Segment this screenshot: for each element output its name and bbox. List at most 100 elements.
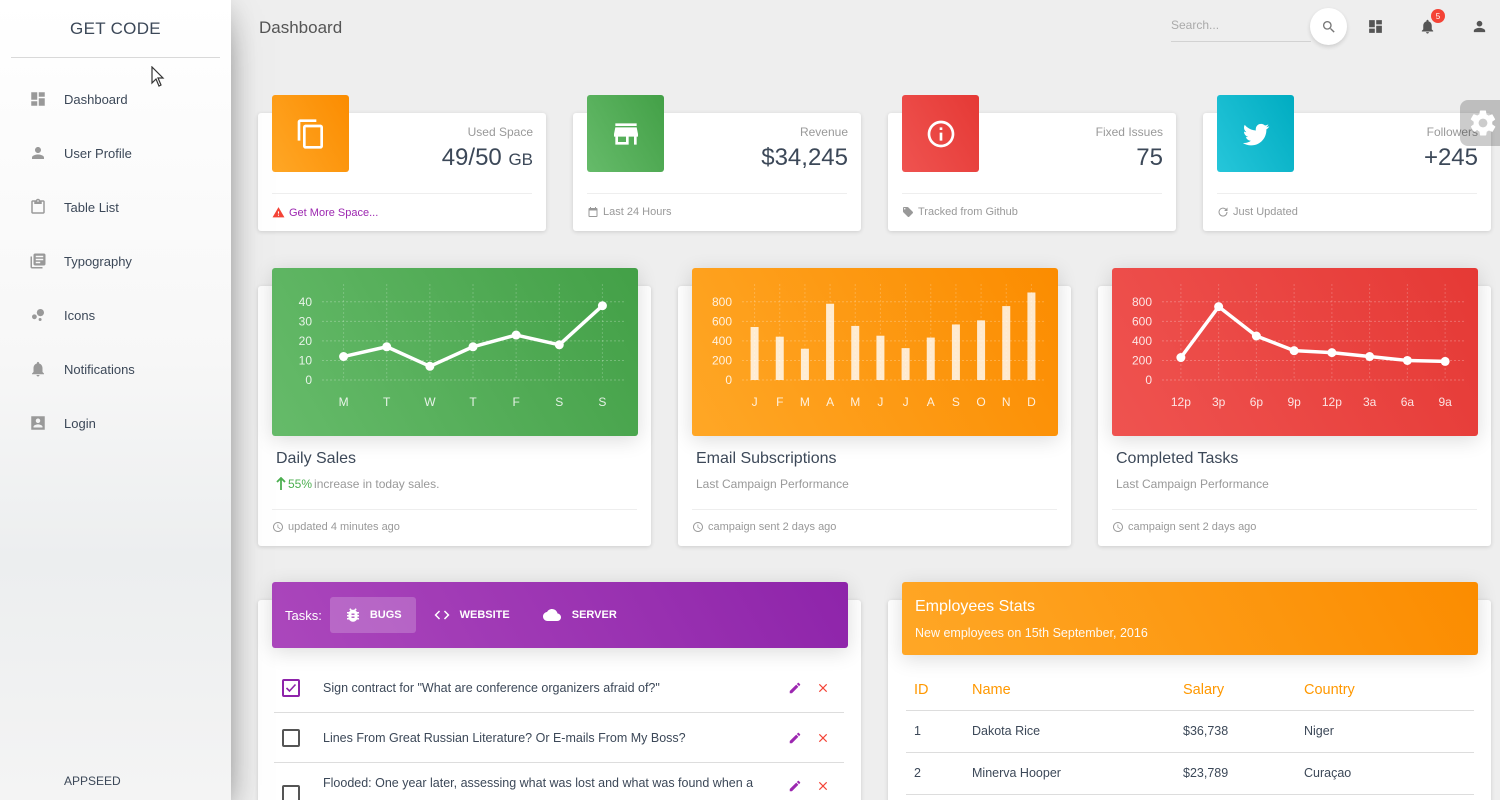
- search-icon: [1322, 20, 1335, 33]
- bar: [851, 325, 860, 380]
- task-checkbox[interactable]: [282, 679, 300, 697]
- close-icon[interactable]: [816, 779, 830, 793]
- stat-icon-box: [272, 95, 349, 172]
- user-menu-button[interactable]: [1469, 16, 1489, 36]
- x-tick-label: W: [424, 395, 436, 409]
- employees-table: ID Name Salary Country 1 Dakota Rice $36…: [906, 670, 1474, 795]
- stat-value: 49/50 GB: [442, 144, 533, 172]
- chart-title: Daily Sales: [276, 450, 357, 467]
- edit-icon[interactable]: [788, 681, 802, 695]
- search-button[interactable]: [1310, 8, 1347, 45]
- mouse-cursor-icon: [151, 66, 165, 87]
- update-icon: [1218, 207, 1228, 217]
- gear-icon: [1470, 110, 1496, 136]
- sidebar-item-icons[interactable]: Icons: [0, 288, 231, 342]
- chart-footer-text: updated 4 minutes ago: [288, 521, 400, 533]
- stat-card-followers: Followers +245 Just Updated: [1203, 95, 1491, 231]
- y-tick-label: 0: [725, 373, 732, 387]
- clock-icon: [693, 522, 703, 532]
- edit-icon[interactable]: [788, 779, 802, 793]
- task-actions: [788, 681, 830, 695]
- search-input[interactable]: [1171, 10, 1311, 40]
- sidebar-item-user-profile[interactable]: User Profile: [0, 126, 231, 180]
- sidebar-item-login[interactable]: Login: [0, 396, 231, 450]
- chart-subtitle-text: increase in today sales.: [314, 477, 440, 491]
- stat-category: Revenue: [799, 125, 848, 139]
- y-tick-label: 40: [299, 295, 313, 309]
- close-icon[interactable]: [816, 731, 830, 745]
- person-icon: [1473, 20, 1485, 32]
- task-row: Flooded: One year later, assessing what …: [274, 763, 844, 800]
- data-point: [1402, 355, 1412, 365]
- contact-card-icon: [28, 413, 48, 433]
- chart-subtitle: 55% increase in today sales.: [276, 477, 439, 491]
- chart-footer-text: campaign sent 2 days ago: [1128, 521, 1257, 533]
- chart-footer: campaign sent 2 days ago: [1112, 509, 1477, 533]
- task-checkbox[interactable]: [282, 728, 300, 747]
- get-more-space-link[interactable]: Get More Space...: [289, 206, 379, 219]
- sidebar-footer-brand[interactable]: APPSEED: [64, 774, 121, 788]
- data-point: [468, 342, 478, 352]
- email-subscriptions-chart: 800 600 400 200 0 J F M A M J J A S O N D: [692, 268, 1058, 436]
- copy-icon: [297, 118, 323, 149]
- stat-icon-box: [902, 95, 979, 172]
- search-field: [1171, 10, 1311, 42]
- stat-card-revenue: Revenue $34,245 Last 24 Hours: [573, 95, 861, 231]
- tab-website[interactable]: WEBSITE: [418, 597, 524, 633]
- notifications-button[interactable]: 5: [1417, 9, 1445, 36]
- tab-bugs[interactable]: BUGS: [329, 597, 416, 633]
- daily-sales-chart: 40 30 20 10 0 M T W T F S S: [272, 268, 638, 436]
- table-row: 2 Minerva Hooper $23,789 Curaçao: [906, 752, 1474, 795]
- y-tick-label: 30: [299, 314, 313, 328]
- x-tick-label: J: [752, 395, 758, 409]
- sidebar-item-table-list[interactable]: Table List: [0, 180, 231, 234]
- data-point: [554, 340, 564, 350]
- data-point: [1214, 302, 1224, 312]
- sidebar-item-label: Icons: [64, 307, 96, 323]
- settings-fixed-plugin[interactable]: [1460, 100, 1500, 146]
- sidebar-item-label: Notifications: [64, 361, 135, 377]
- y-tick-label: 400: [712, 334, 732, 348]
- bar: [826, 303, 835, 380]
- brand-logo[interactable]: GET CODE: [11, 0, 220, 58]
- task-checkbox[interactable]: [282, 785, 300, 800]
- table-cell: Dakota Rice: [964, 710, 1175, 753]
- column-header: Name: [964, 670, 1175, 711]
- tasks-label: Tasks:: [285, 607, 322, 623]
- twitter-icon: [1242, 123, 1269, 145]
- sidebar-item-dashboard[interactable]: Dashboard: [0, 72, 231, 126]
- sidebar-item-typography[interactable]: Typography: [0, 234, 231, 288]
- library-books-icon: [28, 251, 48, 271]
- stat-footer-text: Last 24 Hours: [603, 206, 672, 218]
- sidebar-item-label: User Profile: [64, 145, 132, 161]
- notification-badge: 5: [1431, 9, 1445, 23]
- check-icon: [285, 683, 297, 693]
- stat-value: $34,245: [761, 144, 848, 171]
- x-tick-label: 9p: [1287, 395, 1301, 409]
- x-tick-label: M: [339, 395, 349, 409]
- dashboard-icon: [28, 89, 48, 109]
- y-tick-label: 800: [712, 295, 732, 309]
- task-text: Sign contract for "What are conference o…: [323, 681, 660, 695]
- stat-footer: Tracked from Github: [902, 193, 1162, 218]
- y-tick-label: 20: [299, 334, 313, 348]
- employees-header: Employees Stats New employees on 15th Se…: [902, 582, 1478, 655]
- y-tick-label: 400: [1132, 334, 1152, 348]
- sidebar: GET CODE Dashboard User Profile Table Li…: [0, 0, 231, 800]
- tab-server[interactable]: SERVER: [526, 597, 631, 633]
- sidebar-item-notifications[interactable]: Notifications: [0, 342, 231, 396]
- calendar-icon: [588, 207, 598, 217]
- bell-icon: [28, 359, 48, 379]
- edit-icon[interactable]: [788, 731, 802, 745]
- x-tick-label: T: [469, 395, 477, 409]
- stat-value: +245: [1423, 144, 1478, 171]
- sidebar-nav: Dashboard User Profile Table List Typogr…: [0, 72, 231, 450]
- x-tick-label: 3p: [1212, 395, 1226, 409]
- column-header: Salary: [1175, 670, 1296, 711]
- x-tick-label: S: [598, 395, 606, 409]
- dashboard-toggle-button[interactable]: [1365, 16, 1385, 36]
- warning-icon: [272, 207, 285, 218]
- x-tick-label: F: [776, 395, 783, 409]
- employees-stats-card: Employees Stats New employees on 15th Se…: [888, 582, 1491, 800]
- close-icon[interactable]: [816, 681, 830, 695]
